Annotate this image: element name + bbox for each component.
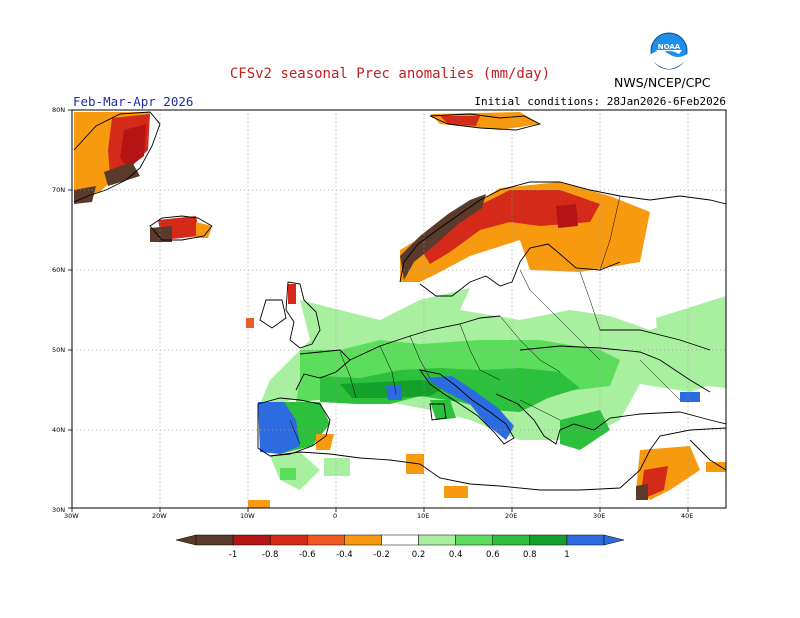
- colorbar-swatch: [344, 534, 382, 546]
- lon-label: 20E: [505, 512, 518, 520]
- map-title: CFSv2 seasonal Prec anomalies (mm/day): [229, 66, 551, 82]
- country-borders: [289, 195, 681, 445]
- anomaly-region: [248, 500, 270, 508]
- colorbar-label: -0.8: [262, 550, 279, 560]
- coastlines: [73, 111, 726, 491]
- initial-conditions-label: Initial conditions: 28Jan2026-6Feb2026: [474, 95, 726, 108]
- anomaly-region: [150, 226, 172, 242]
- anomaly-region: [196, 222, 212, 238]
- anomaly-region: [680, 392, 700, 402]
- lon-label: 10W: [240, 512, 255, 520]
- axis-ticks: [68, 109, 689, 512]
- colorbar-swatch: [232, 534, 271, 546]
- noaa-logo-text: NOAA: [658, 43, 681, 51]
- colorbar-label: -0.4: [336, 550, 353, 560]
- colorbar-label: 1: [564, 550, 569, 560]
- anomaly-region: [420, 190, 600, 264]
- colorbar-swatch: [195, 534, 234, 546]
- anomaly-region: [288, 284, 296, 304]
- colorbar-swatch: [269, 534, 308, 546]
- anomaly-region: [400, 194, 486, 280]
- colorbar-swatch: [492, 534, 531, 546]
- colorbar-swatch: [381, 534, 419, 546]
- colorbar-swatch: [566, 534, 605, 546]
- lat-label: 50N: [52, 346, 66, 354]
- colorbar-label: 0.2: [412, 550, 426, 560]
- anomaly-region: [104, 162, 140, 186]
- colorbar-label: 0.6: [486, 550, 500, 560]
- colorbar-swatch: [529, 534, 568, 546]
- anomaly-region: [324, 458, 350, 476]
- colorbar-swatch: [418, 534, 456, 546]
- lon-label: 30W: [64, 512, 79, 520]
- anomaly-shading: [74, 112, 726, 508]
- anomaly-region: [444, 486, 468, 498]
- lon-label: 10E: [417, 512, 430, 520]
- map-frame: [71, 109, 727, 509]
- colorbar-label: -0.6: [299, 550, 316, 560]
- lat-label: 70N: [52, 186, 66, 194]
- anomaly-region: [440, 116, 480, 126]
- anomaly-region: [280, 468, 296, 480]
- anomaly-region: [426, 376, 514, 440]
- lat-label: 30N: [52, 506, 66, 514]
- colorbar-label: -0.2: [373, 550, 390, 560]
- lat-label: 40N: [52, 426, 66, 434]
- lon-label: 30E: [593, 512, 606, 520]
- colorbar-label: 0.4: [449, 550, 463, 560]
- colorbar-arrow-low: [175, 534, 197, 546]
- anomaly-region: [636, 484, 648, 500]
- colorbar-arrow-high: [603, 534, 625, 546]
- anomaly-region: [246, 318, 254, 328]
- lat-label: 80N: [52, 106, 66, 114]
- anomaly-region: [556, 204, 578, 228]
- period-label: Feb-Mar-Apr 2026: [73, 94, 194, 109]
- colorbar-label: -1: [229, 550, 237, 560]
- map-gridlines: [72, 110, 726, 508]
- anomaly-region: [386, 386, 402, 400]
- anomaly-region: [258, 402, 300, 454]
- anomaly-region: [406, 454, 424, 474]
- noaa-logo-icon: NOAA: [650, 32, 688, 70]
- anomaly-region: [120, 124, 146, 168]
- lon-label: 0: [333, 512, 338, 520]
- lon-label: 40E: [681, 512, 694, 520]
- anomaly-region: [656, 296, 726, 388]
- colorbar-swatch: [307, 534, 345, 546]
- anomaly-region: [430, 400, 456, 420]
- colorbar-swatch: [455, 534, 493, 546]
- anomaly-region: [706, 462, 726, 472]
- colorbar: -1 -0.8 -0.6 -0.4 -0.2 0.2 0.4 0.6 0.8 1: [175, 534, 625, 560]
- lat-label: 60N: [52, 266, 66, 274]
- agency-label: NWS/NCEP/CPC: [614, 75, 711, 90]
- colorbar-label: 0.8: [523, 550, 537, 560]
- lon-label: 20W: [152, 512, 167, 520]
- anomaly-region: [316, 434, 334, 450]
